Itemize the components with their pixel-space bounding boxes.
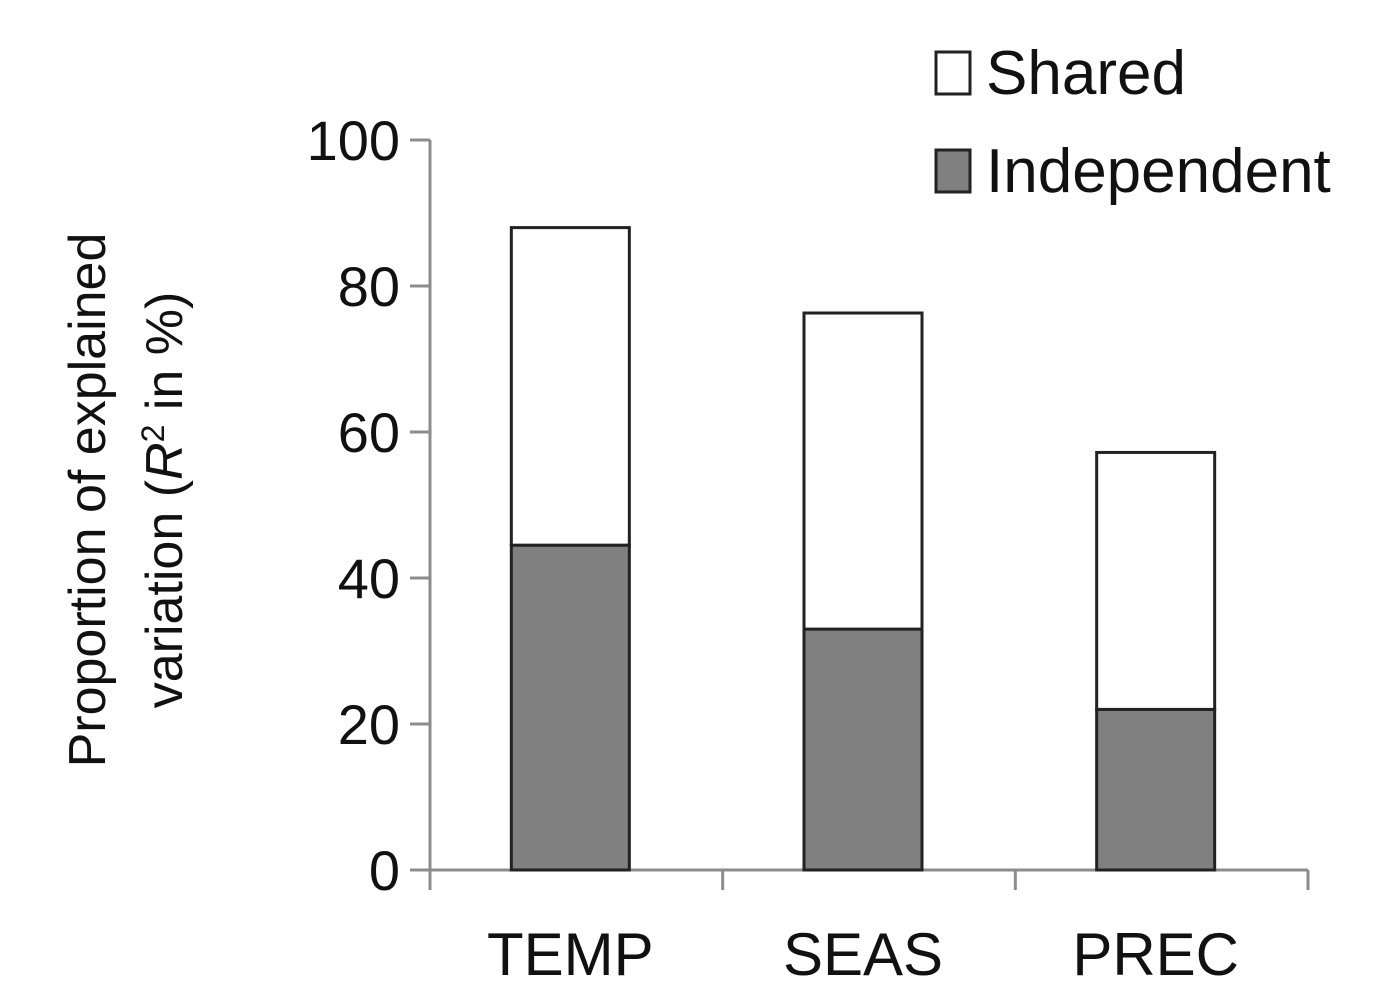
- x-tick-label: PREC: [1072, 921, 1239, 988]
- bar-seas-shared: [802, 311, 924, 631]
- y-tick-label: 60: [338, 401, 400, 464]
- legend-label-shared: Shared: [986, 39, 1186, 108]
- y-tick-label: 0: [369, 839, 400, 902]
- bar-temp-shared: [509, 226, 631, 547]
- x-tick-label: TEMP: [487, 921, 654, 988]
- bar-seas-independent: [802, 627, 924, 872]
- legend-swatch-shared: [934, 50, 972, 96]
- x-tick-label: SEAS: [783, 921, 943, 988]
- bar-temp-independent: [509, 543, 631, 872]
- y-axis-title-line1: Proportion of explained: [59, 233, 117, 768]
- bars: [509, 226, 1217, 872]
- y-tick-label: 20: [338, 693, 400, 756]
- legend: Shared Independent: [934, 39, 1331, 206]
- legend-label-independent: Independent: [986, 137, 1331, 206]
- bar-prec-independent: [1095, 707, 1217, 872]
- labels: 0 20 40 60 80 100 TEMP SEAS PREC Proportion of ex…: [59, 109, 1239, 988]
- legend-swatch-independent: [934, 148, 972, 194]
- y-tick-label: 40: [338, 547, 400, 610]
- y-tick-label: 100: [307, 109, 400, 172]
- y-axis-title-line2: variation (R2 in %): [135, 292, 194, 709]
- y-tick-label: 80: [338, 255, 400, 318]
- bar-prec-shared: [1095, 450, 1217, 711]
